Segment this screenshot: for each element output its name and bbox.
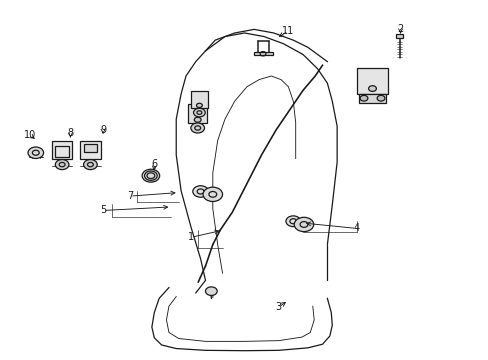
Circle shape xyxy=(55,159,69,170)
Circle shape xyxy=(83,159,97,170)
Circle shape xyxy=(205,287,217,296)
Circle shape xyxy=(193,108,205,117)
Text: 7: 7 xyxy=(126,191,133,201)
Text: 1: 1 xyxy=(187,232,194,242)
Text: 6: 6 xyxy=(151,159,157,169)
Text: 8: 8 xyxy=(67,129,73,138)
Circle shape xyxy=(190,123,204,133)
Circle shape xyxy=(203,187,222,202)
Circle shape xyxy=(376,95,384,101)
Text: 4: 4 xyxy=(353,224,359,233)
Bar xyxy=(188,104,206,123)
Circle shape xyxy=(142,169,159,182)
Text: 9: 9 xyxy=(100,125,106,135)
Circle shape xyxy=(194,117,201,122)
Circle shape xyxy=(368,86,376,91)
Circle shape xyxy=(294,217,313,231)
Bar xyxy=(254,51,272,55)
Bar xyxy=(52,140,72,159)
Bar xyxy=(358,94,385,103)
Text: 5: 5 xyxy=(100,206,106,216)
Bar xyxy=(80,140,101,159)
Circle shape xyxy=(196,103,202,108)
Text: 10: 10 xyxy=(24,130,36,140)
Bar xyxy=(190,91,207,108)
Text: 2: 2 xyxy=(397,24,403,35)
Circle shape xyxy=(285,216,300,226)
Text: 3: 3 xyxy=(275,302,281,312)
Bar xyxy=(55,146,69,157)
Bar xyxy=(395,34,403,39)
Bar xyxy=(356,68,387,94)
Text: 11: 11 xyxy=(282,26,294,36)
Circle shape xyxy=(28,147,43,158)
Circle shape xyxy=(192,186,208,197)
Circle shape xyxy=(359,95,367,101)
Bar xyxy=(83,144,97,152)
